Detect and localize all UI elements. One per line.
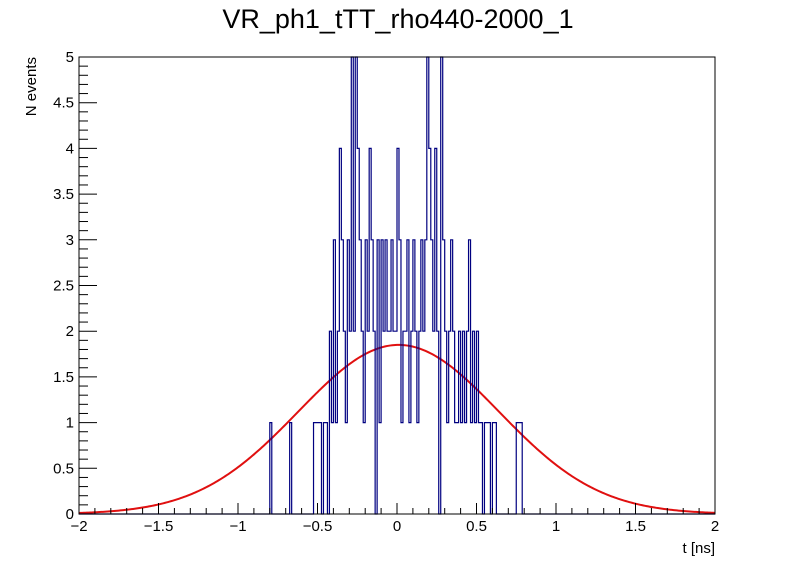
y-tick-label: 5	[66, 49, 74, 66]
x-tick-label: −1	[229, 518, 246, 535]
histogram-outline	[79, 56, 715, 515]
chart-title: VR_ph1_tTT_rho440-2000_1	[222, 4, 574, 34]
y-tick-label: 1.5	[53, 369, 74, 386]
y-axis: 0 0.5 1 1.5 2 2.5 3 3.5 4 4.5 5	[53, 49, 97, 523]
y-tick-label: 4.5	[53, 95, 74, 112]
x-tick-label: −0.5	[303, 518, 333, 535]
x-tick-label: 2	[711, 518, 719, 535]
x-tick-label: 1	[552, 518, 560, 535]
y-tick-label: 2	[66, 323, 74, 340]
y-tick-label: 4	[66, 140, 74, 157]
x-tick-label: 0.5	[466, 518, 487, 535]
x-tick-label: 0	[393, 518, 401, 535]
histogram-layer	[79, 56, 715, 515]
y-tick-label: 3.5	[53, 186, 74, 203]
x-axis-label: t [ns]	[682, 540, 715, 557]
y-tick-label: 0	[66, 506, 74, 523]
x-tick-label: −2	[70, 518, 87, 535]
y-tick-label: 2.5	[53, 278, 74, 295]
x-axis: −2 −1.5 −1 −0.5 0 0.5 1 1.5 2	[70, 503, 719, 535]
gaussian-fit-curve	[78, 343, 716, 514]
y-axis-label: N events	[23, 57, 40, 116]
x-tick-label: 1.5	[625, 518, 646, 535]
y-tick-label: 0.5	[53, 460, 74, 477]
x-tick-label: −1.5	[144, 518, 174, 535]
gaussian-fit-layer	[78, 343, 716, 514]
y-tick-label: 3	[66, 232, 74, 249]
y-tick-label: 1	[66, 415, 74, 432]
